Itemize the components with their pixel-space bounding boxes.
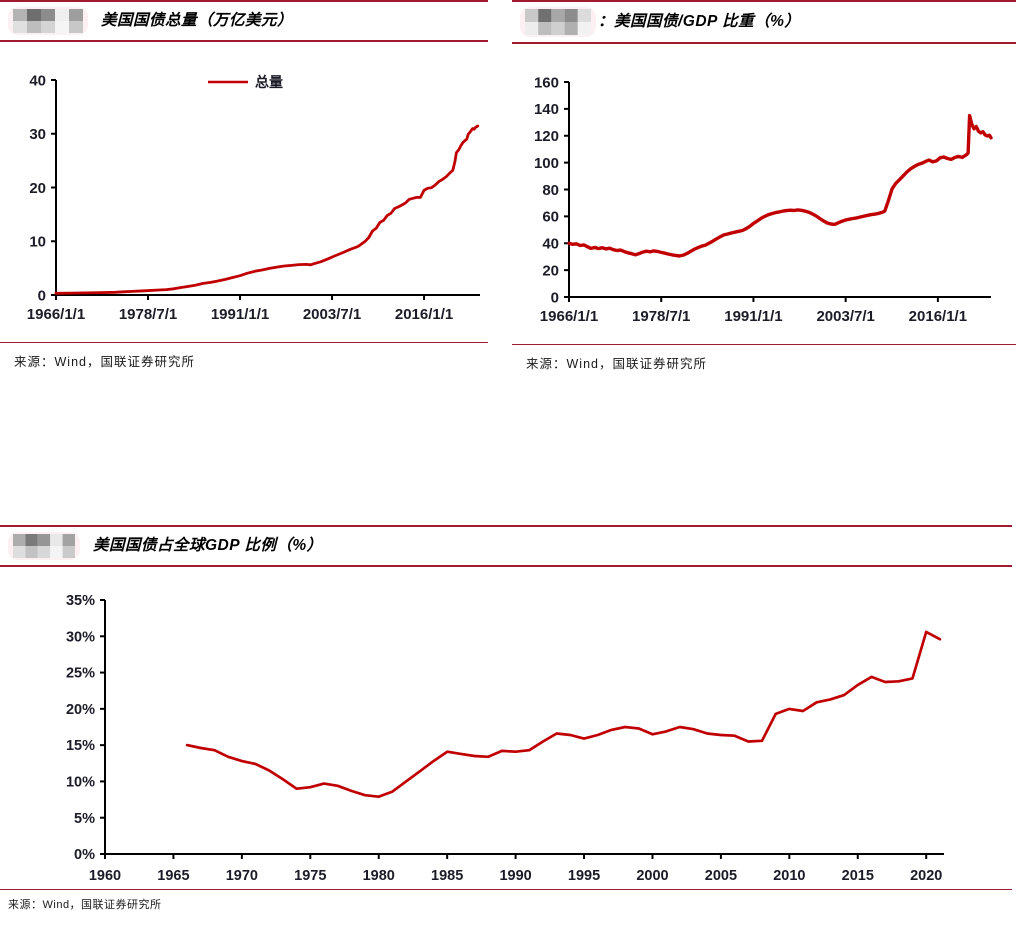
line-chart-svg: 0 20 40 60 80 100 120 140 160 1966/1/1 1978/7/1 199… — [534, 74, 993, 325]
svg-text:0: 0 — [38, 287, 46, 304]
source-note: 来源：Wind，国联证券研究所 — [8, 899, 162, 911]
svg-text:25%: 25% — [66, 665, 95, 681]
svg-text:160: 160 — [534, 74, 559, 91]
svg-text:10: 10 — [29, 233, 46, 250]
chart-us-debt-global-gdp: 0% 5% 10% 15% 20% 25% 30% 35% 1960 1965 1970 1975 19… — [0, 567, 1012, 889]
svg-text:1960: 1960 — [89, 868, 121, 884]
svg-text:2016/1/1: 2016/1/1 — [395, 306, 453, 323]
figure-title: 美国国债占全球GDP 比例（%） — [93, 537, 323, 554]
figure-us-debt-global-gdp: 美国国债占全球GDP 比例（%） 0% 5% 10% 15% 20% 25% 30% 35% 1… — [0, 525, 1012, 918]
figure-top-rule — [512, 0, 1016, 2]
svg-text:1980: 1980 — [363, 868, 395, 884]
svg-text:140: 140 — [534, 101, 559, 118]
figure-us-debt-total: 美国国债总量（万亿美元） 0 10 20 30 40 1966/1/1 1978/7/1 19… — [0, 0, 488, 382]
svg-text:20%: 20% — [66, 701, 95, 717]
figure-top-rule — [0, 525, 1012, 527]
svg-text:2020: 2020 — [910, 868, 942, 884]
mosaic-pattern — [525, 9, 591, 35]
svg-text:2010: 2010 — [773, 868, 805, 884]
svg-text:0%: 0% — [74, 847, 95, 863]
figure-title-row: 美国国债总量（万亿美元） — [0, 2, 488, 40]
svg-text:40: 40 — [29, 72, 46, 89]
svg-text:总量: 总量 — [255, 74, 283, 90]
chart-us-debt-total: 0 10 20 30 40 1966/1/1 1978/7/1 1991/1/1 2003/7/… — [0, 42, 488, 342]
svg-text:2003/7/1: 2003/7/1 — [303, 306, 361, 323]
redacted-figure-label — [8, 532, 80, 560]
figure-title-rule — [0, 40, 488, 42]
svg-text:1975: 1975 — [294, 868, 326, 884]
svg-text:1965: 1965 — [157, 868, 189, 884]
svg-text:20: 20 — [542, 262, 559, 279]
figure-title: ：美国国债/GDP 比重（%） — [598, 13, 801, 30]
svg-text:2003/7/1: 2003/7/1 — [816, 308, 874, 325]
figure-title-row: ：美国国债/GDP 比重（%） — [512, 2, 1016, 42]
svg-text:1991/1/1: 1991/1/1 — [724, 308, 782, 325]
figure-top-rule — [0, 0, 488, 2]
svg-text:30%: 30% — [66, 629, 95, 645]
figure-source-rule — [0, 341, 488, 343]
figure-source-rule — [512, 343, 1016, 345]
source-note: 来源：Wind，国联证券研究所 — [14, 355, 195, 369]
svg-text:120: 120 — [534, 128, 559, 145]
svg-text:5%: 5% — [74, 810, 95, 826]
figure-title-rule — [512, 42, 1016, 44]
figure-title-row: 美国国债占全球GDP 比例（%） — [0, 527, 1012, 565]
svg-text:2015: 2015 — [842, 868, 874, 884]
svg-text:1978/7/1: 1978/7/1 — [632, 308, 690, 325]
svg-text:0: 0 — [551, 289, 559, 306]
figure-title-rule — [0, 565, 1012, 567]
svg-text:80: 80 — [542, 181, 559, 198]
svg-text:2016/1/1: 2016/1/1 — [909, 308, 967, 325]
svg-text:1970: 1970 — [226, 868, 258, 884]
redacted-figure-label — [8, 7, 88, 35]
svg-text:1990: 1990 — [499, 868, 531, 884]
svg-text:1985: 1985 — [431, 868, 463, 884]
svg-text:2000: 2000 — [636, 868, 668, 884]
svg-text:20: 20 — [29, 179, 46, 196]
svg-text:60: 60 — [542, 208, 559, 225]
line-chart-svg: 0% 5% 10% 15% 20% 25% 30% 35% 1960 1965 1970 1975 19… — [66, 593, 944, 884]
svg-text:2005: 2005 — [705, 868, 737, 884]
mosaic-pattern — [13, 534, 75, 558]
top-figures-row: 美国国债总量（万亿美元） 0 10 20 30 40 1966/1/1 1978/7/1 19… — [0, 0, 1016, 382]
figure-us-debt-gdp-ratio: ：美国国债/GDP 比重（%） 0 20 40 60 80 100 120 140 160 196… — [512, 0, 1016, 382]
svg-text:100: 100 — [534, 154, 559, 171]
figure-title: 美国国债总量（万亿美元） — [101, 12, 294, 29]
svg-text:15%: 15% — [66, 738, 95, 754]
line-chart-svg: 0 10 20 30 40 1966/1/1 1978/7/1 1991/1/1 2003/7/… — [27, 72, 480, 323]
mosaic-pattern — [13, 9, 83, 33]
svg-text:1966/1/1: 1966/1/1 — [540, 308, 598, 325]
redacted-figure-label — [520, 7, 596, 37]
svg-text:1991/1/1: 1991/1/1 — [211, 306, 269, 323]
svg-text:40: 40 — [542, 235, 559, 252]
chart-us-debt-gdp-ratio: 0 20 40 60 80 100 120 140 160 1966/1/1 1978/7/1 199… — [512, 44, 1016, 344]
source-note: 来源：Wind，国联证券研究所 — [526, 357, 707, 371]
svg-text:1978/7/1: 1978/7/1 — [119, 306, 177, 323]
svg-text:10%: 10% — [66, 774, 95, 790]
svg-text:1966/1/1: 1966/1/1 — [27, 306, 85, 323]
svg-text:1995: 1995 — [568, 868, 600, 884]
svg-text:30: 30 — [29, 126, 46, 143]
svg-text:35%: 35% — [66, 593, 95, 609]
figure-source-rule — [0, 888, 1012, 890]
